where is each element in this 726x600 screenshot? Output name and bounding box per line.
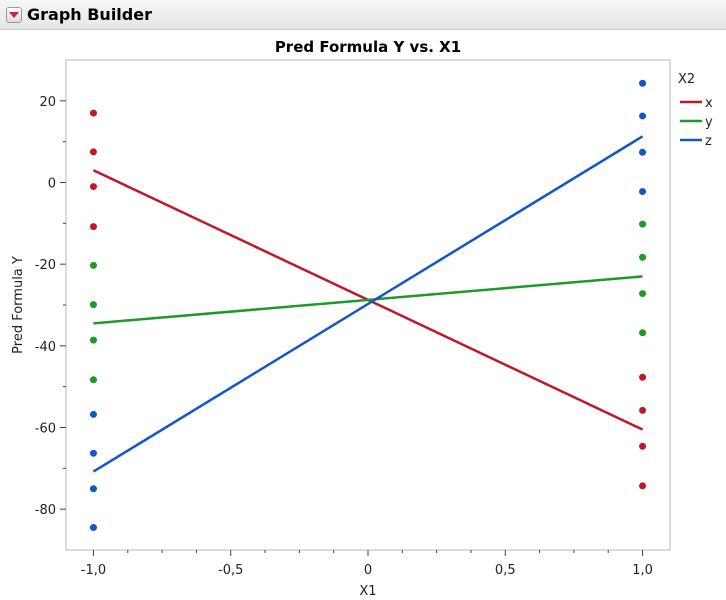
graph-builder-header: Graph Builder xyxy=(0,0,726,30)
data-point-z xyxy=(89,524,97,532)
x-tick-label: 1,0 xyxy=(632,563,653,578)
y-tick-label: -60 xyxy=(35,422,56,437)
data-point-x xyxy=(89,223,97,231)
y-tick-label: 0 xyxy=(48,177,56,192)
data-point-z xyxy=(639,148,647,156)
x-tick-label: 0,5 xyxy=(495,563,516,578)
data-point-x xyxy=(89,148,97,156)
x-tick-label: -0,5 xyxy=(218,563,243,578)
data-point-y xyxy=(89,336,97,344)
x-tick-label: 0 xyxy=(364,563,372,578)
app-title: Graph Builder xyxy=(27,5,152,24)
chart: Pred Formula Y vs. X1 20 0 -20 -40 -60 -80 -1… xyxy=(11,38,713,599)
data-point-x xyxy=(89,183,97,191)
data-point-x xyxy=(639,482,647,490)
y-tick-label: -40 xyxy=(35,340,56,355)
data-point-z xyxy=(639,187,647,195)
series-points xyxy=(89,79,647,532)
data-point-z xyxy=(89,485,97,493)
y-tick-label: -20 xyxy=(35,258,56,273)
series-line-y xyxy=(93,275,643,325)
data-point-x xyxy=(639,406,647,414)
legend-title: X2 xyxy=(678,72,695,87)
legend-item-x[interactable]: x xyxy=(705,96,713,111)
data-point-y xyxy=(639,220,647,228)
red-triangle-menu-icon[interactable] xyxy=(6,7,22,23)
data-point-y xyxy=(639,329,647,337)
y-tick-label: -80 xyxy=(35,503,56,518)
x-tick-label: -1,0 xyxy=(81,563,106,578)
data-point-z xyxy=(639,112,647,120)
chart-title: Pred Formula Y vs. X1 xyxy=(275,38,461,56)
legend-item-y[interactable]: y xyxy=(705,115,713,130)
data-point-x xyxy=(639,442,647,450)
data-point-x xyxy=(639,373,647,381)
series-line-z xyxy=(92,135,644,473)
legend[interactable]: X2 xyz xyxy=(678,72,713,149)
data-point-y xyxy=(639,253,647,261)
data-point-z xyxy=(639,79,647,87)
data-point-z xyxy=(89,410,97,418)
data-point-z xyxy=(89,449,97,457)
series-lines xyxy=(92,135,644,473)
y-axis: 20 0 -20 -40 -60 -80 xyxy=(35,95,66,518)
y-axis-label: Pred Formula Y xyxy=(11,256,26,354)
data-point-y xyxy=(89,376,97,384)
x-axis-label: X1 xyxy=(359,584,376,599)
data-point-y xyxy=(639,290,647,298)
legend-item-z[interactable]: z xyxy=(705,134,712,149)
data-point-x xyxy=(89,109,97,117)
data-point-y xyxy=(89,301,97,309)
x-axis: -1,0 -0,5 0 0,5 1,0 xyxy=(81,550,653,578)
y-tick-label: 20 xyxy=(39,95,56,110)
data-point-y xyxy=(89,261,97,269)
